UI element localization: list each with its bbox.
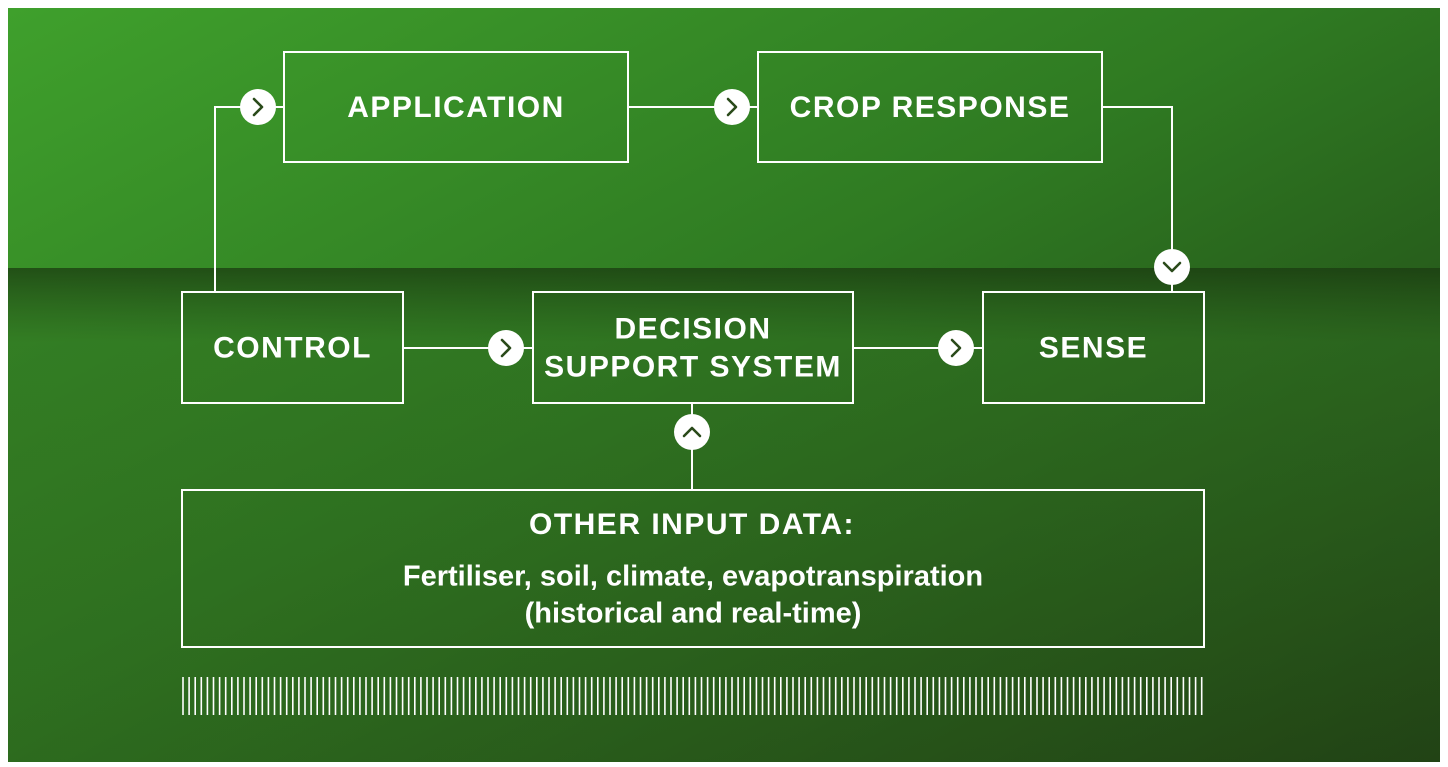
input-box [181, 489, 1205, 648]
node-box [982, 291, 1205, 404]
node-box [532, 291, 854, 404]
node-label: APPLICATION [347, 91, 565, 124]
arrow-markers [240, 89, 1190, 450]
arrow-marker [488, 330, 524, 366]
chevron [726, 97, 738, 117]
input-title: OTHER INPUT DATA: [529, 508, 855, 541]
input-description: Fertiliser, soil, climate, evapotranspir… [403, 561, 983, 593]
chevron [252, 97, 264, 117]
node-label: DECISION [614, 312, 771, 345]
chevron [1162, 261, 1182, 273]
node-box [283, 51, 629, 163]
input-description: (historical and real-time) [525, 598, 862, 630]
connector [1102, 106, 1173, 292]
tick-strip [182, 677, 1203, 715]
arrow-marker [1154, 249, 1190, 285]
chevron [682, 426, 702, 438]
node-box [757, 51, 1103, 163]
chevron [950, 338, 962, 358]
arrow-marker [240, 89, 276, 125]
node-label: CONTROL [213, 331, 372, 364]
node-box [181, 291, 404, 404]
node-label: SENSE [1039, 331, 1148, 364]
boxes: APPLICATION CROP RESPONSE CONTROL DECISION S… [181, 51, 1205, 404]
node-label: SUPPORT SYSTEM [544, 350, 842, 383]
arrow-marker [938, 330, 974, 366]
arrow-marker [714, 89, 750, 125]
chevron [500, 338, 512, 358]
node-label: CROP RESPONSE [790, 91, 1071, 124]
arrow-marker [674, 414, 710, 450]
